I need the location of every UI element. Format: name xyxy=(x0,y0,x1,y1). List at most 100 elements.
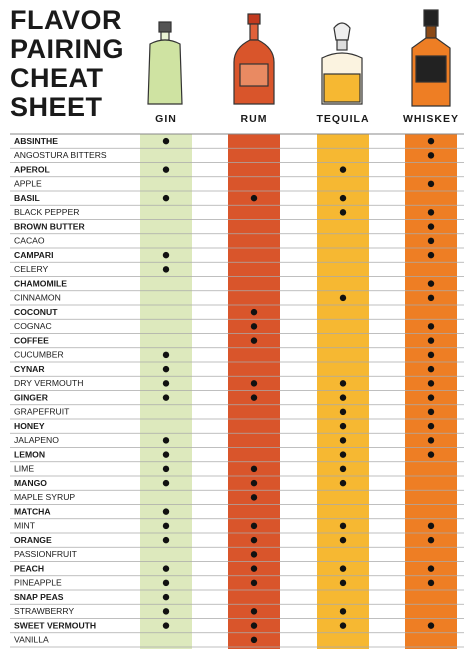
pairing-dot xyxy=(427,579,435,587)
pairing-dot xyxy=(427,223,435,230)
pairing-dot xyxy=(339,422,347,430)
row-label: PASSIONFRUIT xyxy=(14,549,78,559)
pairing-dot xyxy=(162,437,170,444)
pairing-dot xyxy=(250,579,258,587)
pairing-dot xyxy=(162,622,170,629)
column-label: RUM xyxy=(241,113,268,125)
pairing-dot xyxy=(339,166,347,173)
row-label: BROWN BUTTER xyxy=(14,221,85,231)
whiskey-bottle xyxy=(411,9,451,107)
rum-bottle xyxy=(233,13,275,105)
pairing-dot xyxy=(250,551,258,558)
row-label: CACAO xyxy=(14,236,45,246)
row-label: LEMON xyxy=(14,449,45,459)
pairing-dot xyxy=(339,209,347,216)
pairing-dot xyxy=(427,408,435,416)
row-label: SNAP PEAS xyxy=(14,592,64,602)
title-line: PAIRING xyxy=(10,34,124,64)
pairing-dot xyxy=(250,536,258,544)
pairing-dot xyxy=(162,266,170,273)
row-label: APEROL xyxy=(14,164,50,174)
pairing-dot xyxy=(427,565,435,572)
pairing-dot xyxy=(427,237,435,245)
title-line: FLAVOR xyxy=(10,5,122,35)
pairing-dot xyxy=(427,280,435,287)
row-label: PEACH xyxy=(14,563,44,573)
row-label: CYNAR xyxy=(14,364,45,374)
pairing-dot xyxy=(250,622,258,629)
pairing-dot xyxy=(427,323,435,330)
row-label: COFFEE xyxy=(14,335,49,345)
pairing-dot xyxy=(427,251,435,259)
pairing-dot xyxy=(162,522,170,530)
pairing-dot xyxy=(162,351,170,359)
pairing-dot xyxy=(250,479,258,487)
row-label: BLACK PEPPER xyxy=(14,207,79,217)
row-label: MATCHA xyxy=(14,506,51,516)
pairing-dot xyxy=(427,422,435,430)
column-label: GIN xyxy=(155,113,177,125)
pairing-dot xyxy=(427,351,435,359)
pairing-dot xyxy=(427,437,435,444)
row-label: APPLE xyxy=(14,179,42,189)
pairing-dot xyxy=(250,465,258,473)
pairing-dot xyxy=(339,451,347,458)
pairing-dot xyxy=(162,565,170,572)
row-label: PINEAPPLE xyxy=(14,578,62,588)
pairing-dot xyxy=(427,451,435,458)
pairing-dot xyxy=(162,380,170,387)
pairing-dot xyxy=(162,593,170,601)
row-label: CAMPARI xyxy=(14,250,53,260)
pairing-dot xyxy=(339,437,347,444)
pairing-dot xyxy=(162,194,170,202)
pairing-dot xyxy=(339,622,347,629)
pairing-dot xyxy=(339,380,347,387)
column-label: WHISKEY xyxy=(403,113,459,125)
row-label: SWEET VERMOUTH xyxy=(14,620,96,630)
row-label: MINT xyxy=(14,521,36,531)
row-label: MAPLE SYRUP xyxy=(14,492,75,502)
pairing-dot xyxy=(162,465,170,473)
row-label: COCONUT xyxy=(14,307,58,317)
row-label: ORANGE xyxy=(14,535,52,545)
pairing-dot xyxy=(162,479,170,487)
pairing-dot xyxy=(162,451,170,458)
row-label: VANILLA xyxy=(14,635,49,645)
pairing-dot xyxy=(427,180,435,188)
row-label: LIME xyxy=(14,464,34,474)
row-label: GINGER xyxy=(14,392,49,402)
pairing-dot xyxy=(162,137,170,145)
row-label: CINNAMON xyxy=(14,293,61,303)
pairing-dot xyxy=(162,394,170,401)
pairing-dot xyxy=(162,536,170,544)
pairing-dot xyxy=(250,194,258,202)
pairing-dot xyxy=(250,608,258,615)
row-label: CELERY xyxy=(14,264,49,274)
pairing-dot xyxy=(339,194,347,202)
column-label: TEQUILA xyxy=(316,113,369,125)
pairing-dot xyxy=(339,394,347,401)
pairing-dot xyxy=(250,494,258,501)
row-label: CHAMOMILE xyxy=(14,278,67,288)
row-label: CUCUMBER xyxy=(14,350,64,360)
pairing-dot xyxy=(427,522,435,530)
pairing-dot xyxy=(339,408,347,416)
pairing-dot xyxy=(427,365,435,373)
pairing-dot xyxy=(427,536,435,544)
pairing-dot xyxy=(427,137,435,145)
pairing-dot xyxy=(339,565,347,572)
pairing-dot xyxy=(339,465,347,473)
pairing-dot xyxy=(427,622,435,629)
pairing-dot xyxy=(427,152,435,159)
pairing-dot xyxy=(162,251,170,259)
row-label: DRY VERMOUTH xyxy=(14,378,83,388)
pairing-dot xyxy=(250,565,258,572)
pairing-dot xyxy=(427,294,435,302)
row-label: MANGO xyxy=(14,478,47,488)
pairing-dot xyxy=(162,579,170,587)
pairing-dot xyxy=(250,394,258,401)
tequila-bottle xyxy=(321,22,363,105)
pairing-dot xyxy=(162,508,170,515)
pairing-dot xyxy=(250,308,258,316)
